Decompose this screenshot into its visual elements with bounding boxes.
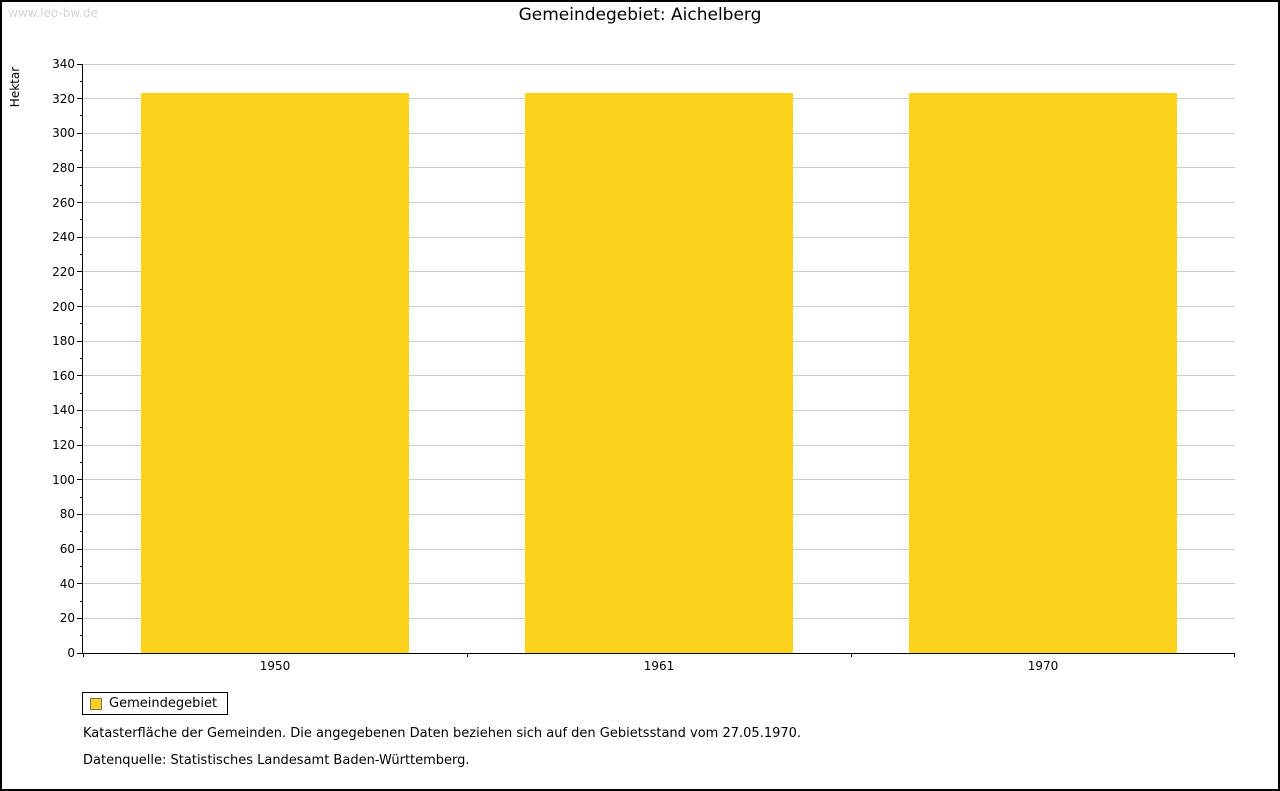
y-axis-minor-tick [80, 531, 83, 533]
y-axis-tick-label: 60 [59, 542, 75, 557]
bar [524, 93, 794, 653]
y-axis-minor-tick [80, 323, 83, 325]
y-axis-tick-label: 80 [59, 507, 75, 522]
y-axis-tick [77, 132, 83, 134]
y-axis-tick-label: 240 [52, 230, 75, 245]
y-axis-label: Hektar [8, 66, 22, 108]
y-axis-minor-tick [80, 392, 83, 394]
y-axis-tick-label: 100 [52, 472, 75, 487]
y-axis-tick-label: 260 [52, 195, 75, 210]
chart-title: Gemeindegebiet: Aichelberg [518, 5, 762, 25]
y-axis-minor-tick [80, 150, 83, 152]
y-axis-minor-tick [80, 80, 83, 82]
y-axis-tick-label: 180 [52, 334, 75, 349]
y-axis-tick-label: 200 [52, 299, 75, 314]
y-axis-tick [77, 306, 83, 308]
y-axis-tick [77, 444, 83, 446]
x-axis-category-label: 1961 [643, 659, 675, 673]
y-axis-tick [77, 271, 83, 273]
y-axis-tick-label: 120 [52, 438, 75, 453]
y-axis-minor-tick [80, 496, 83, 498]
watermark: www.leo-bw.de [8, 6, 98, 20]
y-axis-tick [77, 409, 83, 411]
x-axis-tick [1234, 653, 1235, 657]
y-axis-minor-tick [80, 288, 83, 290]
y-axis-tick-label: 0 [67, 646, 75, 660]
y-axis-tick-label: 40 [59, 576, 75, 591]
bar [908, 93, 1178, 653]
y-axis-tick [77, 98, 83, 100]
y-axis-minor-tick [80, 461, 83, 463]
y-axis-tick [77, 583, 83, 585]
x-axis-category-label: 1970 [1027, 659, 1059, 673]
y-axis-tick-label: 300 [52, 126, 75, 141]
x-axis-tick [851, 653, 852, 657]
y-axis-tick-label: 320 [52, 91, 75, 106]
y-axis-tick-label: 340 [52, 57, 75, 71]
y-axis-tick-label: 220 [52, 264, 75, 279]
gridline [83, 63, 1235, 65]
legend-swatch [90, 697, 102, 710]
y-axis-tick [77, 236, 83, 238]
x-axis-category-label: 1950 [259, 659, 291, 673]
y-axis-tick-label: 20 [59, 611, 75, 626]
y-axis-tick [77, 375, 83, 377]
bar [140, 93, 410, 653]
y-axis-tick [77, 63, 83, 65]
footnote-data-source: Datenquelle: Statistisches Landesamt Bad… [83, 753, 470, 768]
y-axis-minor-tick [80, 427, 83, 429]
legend: Gemeindegebiet [82, 692, 229, 715]
y-axis-tick-label: 140 [52, 403, 75, 418]
x-axis-tick [467, 653, 468, 657]
y-axis-tick [77, 479, 83, 481]
footnote-data-description: Katasterfläche der Gemeinden. Die angege… [83, 726, 802, 741]
y-axis-tick [77, 513, 83, 515]
y-axis-minor-tick [80, 635, 83, 637]
y-axis-minor-tick [80, 358, 83, 359]
y-axis-minor-tick [80, 219, 83, 221]
y-axis-tick [77, 340, 83, 342]
legend-label: Gemeindegebiet [109, 696, 218, 711]
y-axis-minor-tick [80, 184, 83, 186]
y-axis-tick [77, 548, 83, 550]
y-axis-minor-tick [80, 115, 83, 117]
x-axis-tick [83, 653, 84, 657]
y-axis-tick [77, 652, 83, 654]
y-axis-minor-tick [80, 254, 83, 256]
y-axis-tick [77, 202, 83, 204]
y-axis-tick [77, 617, 83, 619]
y-axis-tick-label: 160 [52, 368, 75, 383]
y-axis-tick-label: 280 [52, 160, 75, 175]
plot-area: 0 20 40 60 80 100 120 140 160 180 200 220 240 260 280 3… [52, 57, 1235, 673]
y-axis-minor-tick [80, 565, 83, 567]
y-axis-tick [77, 167, 83, 169]
y-axis-minor-tick [80, 600, 83, 602]
